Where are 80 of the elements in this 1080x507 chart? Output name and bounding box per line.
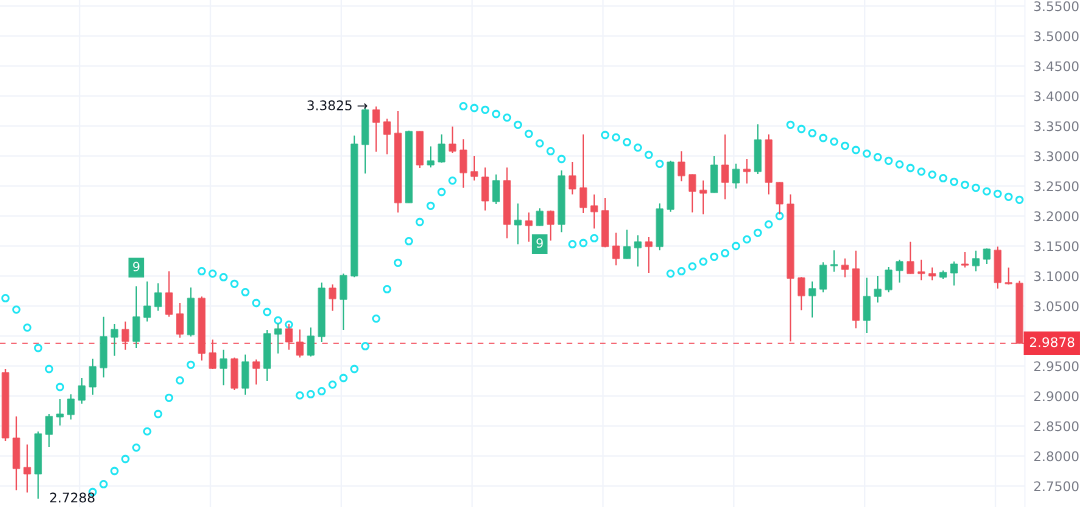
y-tick-label: 3.1500 [1034,241,1079,252]
y-tick-label: 2.9500 [1034,361,1079,372]
candlestick [372,105,380,153]
candlestick [623,229,631,260]
candlestick [56,398,64,427]
y-tick-label: 3.4000 [1034,91,1079,102]
candlestick [383,118,391,155]
candlestick [296,328,304,359]
y-tick-label: 3.2000 [1034,211,1079,222]
y-tick-label: 2.9000 [1034,391,1079,402]
candlestick [917,259,926,281]
candlestick [732,163,740,190]
y-tick-label: 3.1000 [1034,271,1079,282]
candlestick [481,166,489,212]
annotation: 2.7288 [50,492,95,503]
candlestick [873,275,882,304]
candlestick [677,150,686,182]
candlestick [339,272,348,331]
candlestick [208,338,217,370]
candlestick [808,280,817,319]
candlestick [143,280,151,323]
candlestick [121,320,130,351]
candlestick [645,236,653,274]
candlestick [841,257,849,278]
annotation: 3.3825 → [307,100,368,111]
candlestick [470,155,479,182]
candlestick [634,234,642,268]
candlestick [579,133,588,214]
candlestick [437,133,446,164]
candlestick [23,443,31,494]
candlestick [285,323,293,351]
candlestick [884,266,893,293]
candlestick [950,260,958,287]
y-tick-label: 2.8500 [1034,421,1079,432]
candlestick [699,179,707,215]
y-tick-label: 3.2500 [1034,181,1079,192]
candlestick [525,211,533,243]
candlestick [797,276,806,311]
candlestick [426,145,435,169]
y-tick-label: 2.7500 [1034,481,1079,492]
candlestick [45,413,53,448]
candlestick [328,283,337,312]
candlestick [906,241,915,275]
candlestick [492,173,500,205]
y-tick-label: 2.8000 [1034,451,1079,462]
candlestick [459,138,468,189]
y-tick-label: 3.4500 [1034,61,1079,72]
candlestick [721,133,729,200]
candlestick [961,251,969,269]
candlestick [688,173,697,214]
candlestick [590,193,598,230]
y-tick-label: 3.3500 [1034,121,1079,132]
candlestick [972,250,980,272]
candlestick [88,358,97,396]
candlestick [67,393,75,421]
candlestick [219,349,228,386]
candlestick [176,302,184,339]
y-tick-label: 3.5500 [1034,1,1079,12]
y-tick-label: 3.0500 [1034,301,1079,312]
candlestick [252,358,260,386]
candlestick [863,277,871,334]
annotation: 9 [536,238,543,248]
candlestick [546,209,555,242]
candlestick [819,261,827,293]
annotation: 9 [133,261,140,272]
ref-line-label: 2.9878 [1029,337,1075,348]
candlestick [743,158,751,185]
candlestick [78,377,86,405]
candlestick [110,323,119,357]
candlestick [568,161,577,196]
y-tick-label: 3.5000 [1034,31,1079,42]
candlestick [612,232,620,266]
candlestick [514,202,522,245]
candlestick [165,270,173,318]
y-tick-label: 3.3000 [1034,151,1079,162]
candlestick [307,326,315,358]
candlestick [448,125,457,154]
candlestick [895,259,904,284]
candlestick [154,282,162,312]
candlestick [830,249,838,273]
